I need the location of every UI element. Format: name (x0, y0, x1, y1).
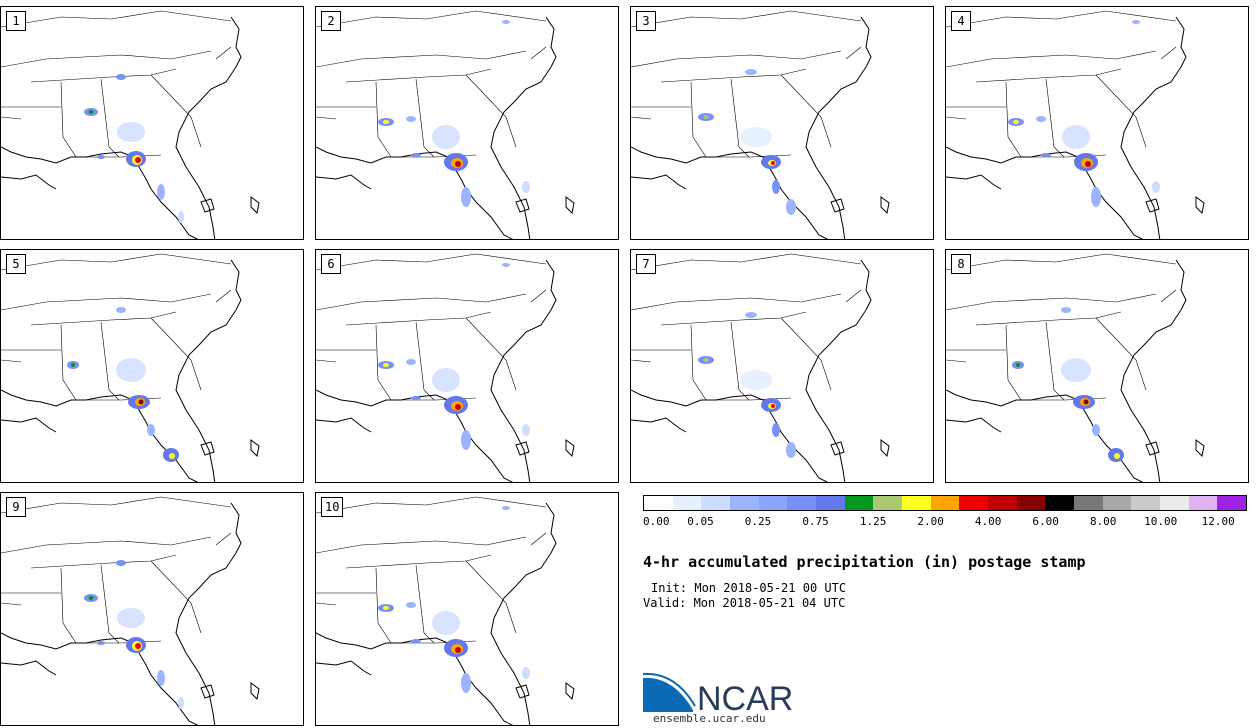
map-svg (1, 496, 260, 725)
colorbar-swatch (1074, 496, 1103, 510)
colorbar-tick-label: 8.00 (1089, 515, 1117, 528)
colorbar-tick-labels: 0.00 0.05 0.25 0.75 1.25 2.00 4.00 6.00 8.00 10.0… (643, 515, 1247, 529)
ncar-logo: NCAR (643, 672, 793, 716)
member-number-label: 9 (6, 497, 26, 517)
figure-title: 4-hr accumulated precipitation (in) post… (643, 553, 1086, 571)
map-svg (1, 10, 260, 239)
colorbar-swatch (1188, 496, 1218, 510)
colorbar-swatch (930, 496, 960, 510)
logo-url: ensemble.ucar.edu (653, 712, 766, 725)
colorbar-tick-label: 0.00 (643, 515, 670, 528)
member-map-panel: 8 (945, 249, 1249, 483)
map-svg (631, 10, 890, 239)
colorbar-swatch (730, 496, 759, 510)
logo-text: NCAR (697, 680, 793, 716)
colorbar-swatch (1160, 496, 1189, 510)
map-svg (631, 253, 890, 482)
colorbar-tick-label: 4.00 (974, 515, 1002, 528)
colorbar-swatch (844, 496, 874, 510)
colorbar-swatch (816, 496, 845, 510)
member-number-label: 4 (951, 11, 971, 31)
colorbar-swatch (701, 496, 731, 510)
member-map-panel: 10 (315, 492, 619, 726)
colorbar-tick-label: 2.00 (917, 515, 944, 528)
member-number-label: 1 (6, 11, 26, 31)
map-svg (946, 253, 1205, 482)
member-number-label: 5 (6, 254, 26, 274)
map-svg (1, 253, 260, 482)
colorbar-tick-label: 0.25 (744, 515, 772, 528)
map-svg (316, 496, 575, 725)
member-map-panel: 5 (0, 249, 304, 483)
init-time: Init: Mon 2018-05-21 00 UTC (651, 581, 847, 595)
colorbar-tick-label: 0.05 (687, 515, 714, 528)
map-svg (316, 253, 575, 482)
member-number-label: 2 (321, 11, 341, 31)
member-number-label: 8 (951, 254, 971, 274)
valid-time: Valid: Mon 2018-05-21 04 UTC (643, 596, 846, 610)
member-number-label: 3 (636, 11, 656, 31)
colorbar-swatch (787, 496, 817, 510)
colorbar-swatch (1016, 496, 1046, 510)
member-number-label: 6 (321, 254, 341, 274)
colorbar-swatch (988, 496, 1017, 510)
colorbar-swatch (902, 496, 931, 510)
member-map-panel: 7 (630, 249, 934, 483)
member-number-label: 10 (321, 497, 344, 517)
colorbar-tick-label: 6.00 (1032, 515, 1059, 528)
member-map-panel: 3 (630, 6, 934, 240)
map-svg (316, 10, 575, 239)
colorbar-tick-label: 12.00 (1201, 515, 1235, 528)
colorbar-swatch (1217, 496, 1247, 510)
colorbar-swatch (672, 496, 702, 510)
member-map-panel: 1 (0, 6, 304, 240)
colorbar-swatch (1045, 496, 1075, 510)
member-number-label: 7 (636, 254, 656, 274)
colorbar-swatch (644, 496, 673, 510)
member-map-panel: 6 (315, 249, 619, 483)
colorbar-swatch (758, 496, 788, 510)
map-svg (946, 10, 1205, 239)
member-map-panel: 2 (315, 6, 619, 240)
colorbar-tick-label: 10.00 (1144, 515, 1178, 528)
colorbar-swatch (959, 496, 989, 510)
colorbar-swatch (1102, 496, 1132, 510)
precipitation-colorbar (643, 495, 1247, 511)
colorbar-tick-label: 1.25 (859, 515, 887, 528)
member-map-panel: 4 (945, 6, 1249, 240)
member-map-panel: 9 (0, 492, 304, 726)
colorbar-swatch (873, 496, 903, 510)
colorbar-swatch (1131, 496, 1161, 510)
colorbar-tick-label: 0.75 (802, 515, 829, 528)
